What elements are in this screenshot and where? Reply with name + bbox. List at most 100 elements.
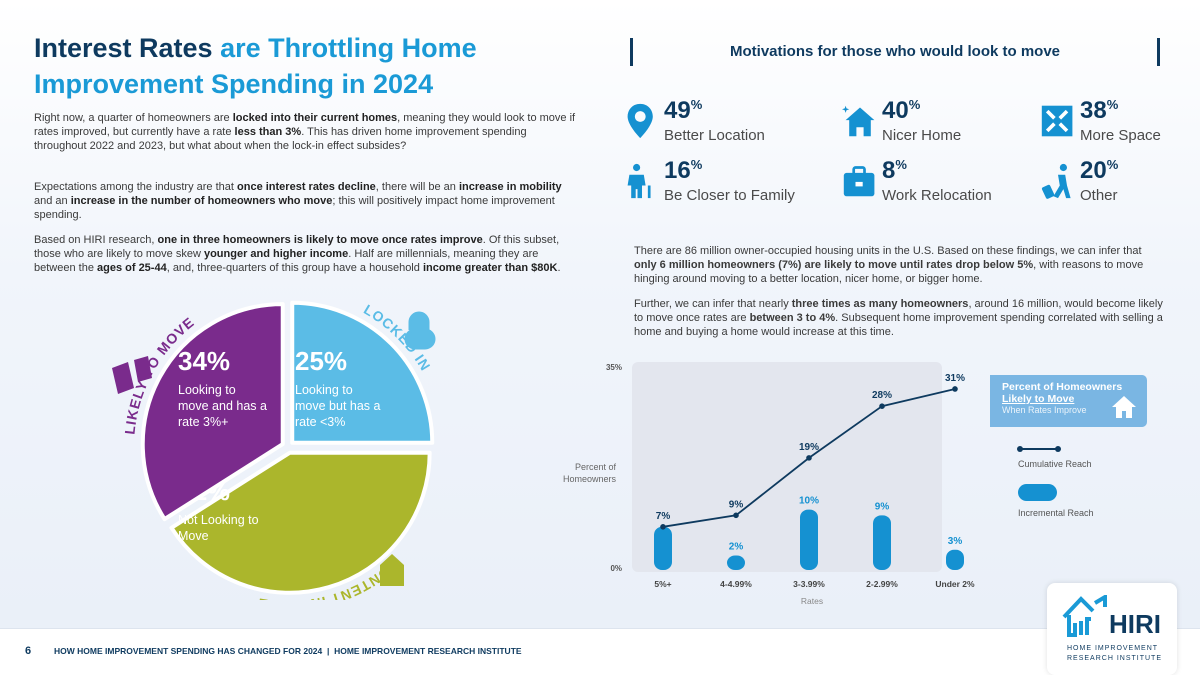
emphasis-text: increase in mobility <box>458 181 562 193</box>
motivation-percent: 20% <box>1080 157 1119 184</box>
title-part3: Improvement Spending in 2024 <box>34 69 434 99</box>
footer-text: HOW HOME IMPROVEMENT SPENDING HAS CHANGE… <box>54 646 522 656</box>
body-text: Further, we can infer that nearly <box>634 298 792 310</box>
cumulative-point <box>879 403 885 409</box>
motivation-label: Nicer Home <box>882 127 962 144</box>
bar-value-label: 3% <box>948 536 963 547</box>
motivation-label: Be Closer to Family <box>664 187 795 204</box>
legend-line-swatch <box>1017 446 1061 452</box>
pie-slice <box>290 300 435 445</box>
pie-desc-label: rate <3% <box>295 415 345 429</box>
cumulative-point <box>806 455 812 461</box>
pie-desc-label: Looking to <box>295 383 353 397</box>
line-value-label: 9% <box>729 499 744 510</box>
body-text: , there will be an <box>375 181 459 193</box>
research-paragraph: Based on HIRI research, one in three hom… <box>34 233 579 275</box>
inference-paragraph: Further, we can infer that nearly three … <box>634 297 1164 339</box>
expand-arrows-icon <box>1041 105 1073 137</box>
housing-paragraph: There are 86 million owner-occupied hous… <box>634 244 1164 286</box>
motivation-item: 8% Work Relocation <box>842 157 1032 211</box>
body-text: , and, three-quarters of this group have… <box>166 262 423 274</box>
people-moving-icon <box>112 356 152 394</box>
emphasis-text: once interest rates decline <box>237 181 376 193</box>
cumulative-point <box>660 524 666 530</box>
intro-paragraph: Right now, a quarter of homeowners are l… <box>34 111 579 153</box>
title-part1: Interest Rates <box>34 33 213 63</box>
body-text: There are 86 million owner-occupied hous… <box>634 245 1142 257</box>
motivation-item: 20% Other <box>1040 157 1200 211</box>
line-value-label: 31% <box>945 373 965 384</box>
motivation-percent: 38% <box>1080 97 1119 124</box>
cumulative-point <box>952 386 958 392</box>
motivation-item: 16% Be Closer to Family <box>624 157 814 211</box>
emphasis-text: younger and higher income <box>203 248 349 260</box>
logo-house-icon <box>1062 595 1107 637</box>
pie-percent-label: 25% <box>295 346 347 376</box>
body-text: Based on HIRI research, <box>34 234 158 246</box>
body-text: Right now, a quarter of homeowners are <box>34 112 233 124</box>
x-axis-label: Rates <box>801 596 823 606</box>
x-tick-label: 5%+ <box>654 579 671 589</box>
emphasis-text: income greater than $80K <box>422 262 558 274</box>
incremental-bar <box>873 515 891 570</box>
incremental-bar <box>727 555 745 570</box>
emphasis-text: one in three homeowners is likely to mov… <box>157 234 483 246</box>
legend-title: Percent of Homeowners <box>1002 381 1123 393</box>
logo-line2: RESEARCH INSTITUTE <box>1067 655 1163 662</box>
plot-area <box>632 362 942 572</box>
emphasis-text: ages of 25-44 <box>97 262 167 274</box>
map-pin-icon <box>627 103 653 139</box>
x-tick-label: 4-4.99% <box>720 579 752 589</box>
hiri-logo: HIRI HOME IMPROVEMENT RESEARCH INSTITUTE <box>1047 583 1177 675</box>
body-text: Expectations among the industry are that <box>34 181 238 193</box>
motivation-label: Better Location <box>664 127 765 144</box>
bar-value-label: 2% <box>729 542 744 553</box>
emphasis-text: less than 3% <box>234 126 302 138</box>
legend-cumulative-label: Cumulative Reach <box>1018 459 1092 469</box>
elder-person-icon <box>627 163 651 199</box>
motivation-percent: 49% <box>664 97 703 124</box>
footer: 6 HOW HOME IMPROVEMENT SPENDING HAS CHAN… <box>0 628 1200 675</box>
x-tick-label: 3-3.99% <box>793 579 825 589</box>
lock-icon <box>404 311 436 350</box>
emphasis-text: increase in the number of homeowners who… <box>70 195 333 207</box>
body-text: . Subsequent home improvement spending c… <box>634 312 1163 338</box>
bar-value-label: 10% <box>799 496 819 507</box>
emphasis-text: three times as many homeowners <box>791 298 969 310</box>
motivation-label: Work Relocation <box>882 187 992 204</box>
x-tick-label: Under 2% <box>935 579 975 589</box>
incremental-bar <box>654 526 672 570</box>
motivation-percent: 40% <box>882 97 921 124</box>
logo-line1: HOME IMPROVEMENT <box>1067 645 1159 652</box>
pie-desc-label: move and has a <box>178 399 267 413</box>
y-axis-label: Homeowners <box>563 474 617 484</box>
incremental-bar <box>800 509 818 570</box>
body-text: , around 16 million, would become likely… <box>634 298 1163 324</box>
pie-desc-label: move but has a <box>295 399 381 413</box>
pie-desc-label: Looking to <box>178 383 236 397</box>
motivation-label: More Space <box>1080 127 1161 144</box>
body-text: . This has driven home improvement spend… <box>34 126 527 152</box>
motivation-percent: 8% <box>882 157 907 184</box>
line-value-label: 7% <box>656 511 671 522</box>
pie-desc-label: Move <box>178 529 209 543</box>
house-icon <box>1112 396 1136 418</box>
body-text: . Half are millennials, meaning they are… <box>34 248 539 274</box>
line-value-label: 28% <box>872 390 892 401</box>
y-axis-label: Percent of <box>575 462 617 472</box>
page-number: 6 <box>25 645 32 657</box>
emphasis-text: only 6 million homeowners (7%) are likel… <box>634 259 1034 271</box>
motivation-item: 49% Better Location <box>624 97 814 151</box>
legend-incremental-label: Incremental Reach <box>1018 508 1094 518</box>
emphasis-text: locked into their current homes <box>232 112 398 124</box>
pie-desc-label: Not Looking to <box>178 513 259 527</box>
legend-bar-swatch <box>1018 484 1057 501</box>
line-value-label: 19% <box>799 442 819 453</box>
logo-name: HIRI <box>1109 609 1161 639</box>
pie-desc-label: rate 3%+ <box>178 415 228 429</box>
house-heart-icon <box>380 554 404 586</box>
body-text: . <box>557 262 561 274</box>
emphasis-text: between 3 to 4% <box>749 312 836 324</box>
body-text: and an <box>34 195 71 207</box>
